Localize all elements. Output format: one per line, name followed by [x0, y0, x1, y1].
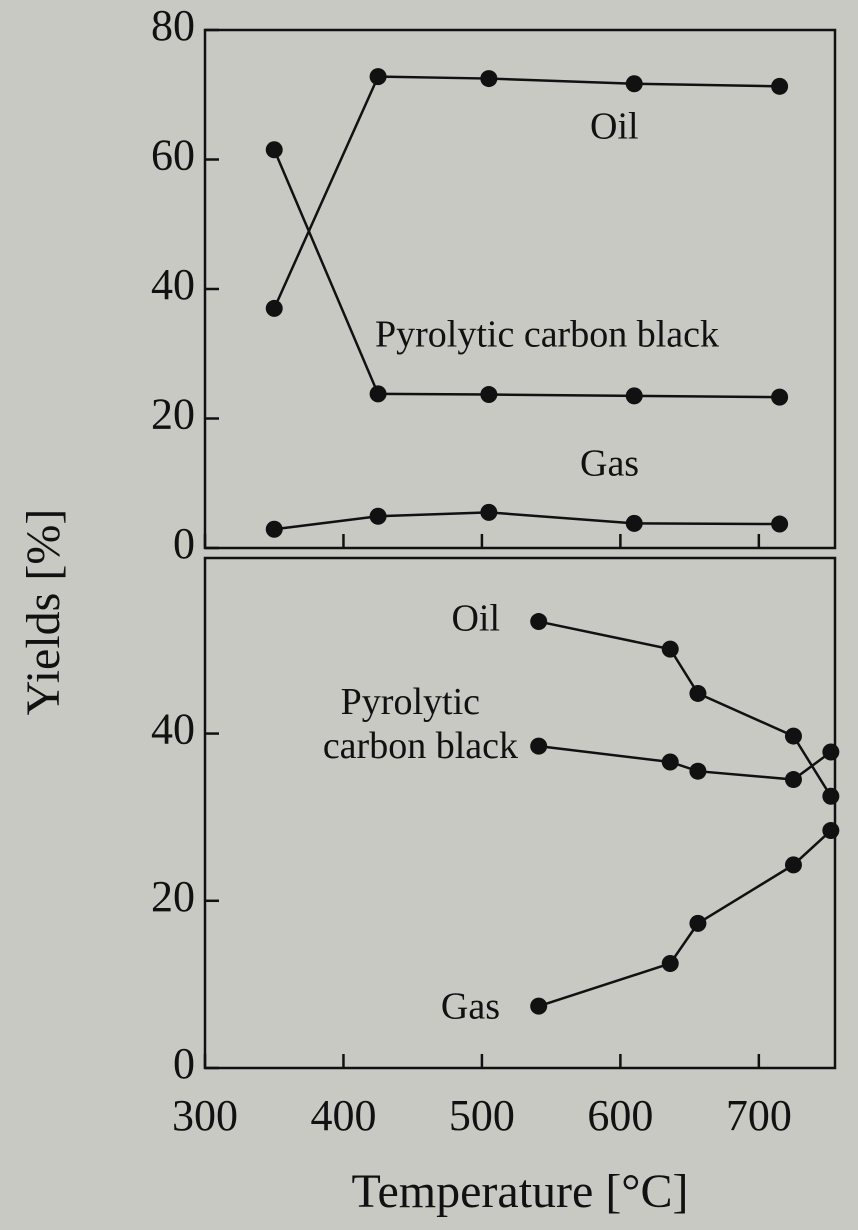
data-point: [689, 914, 707, 932]
data-point: [689, 762, 707, 780]
data-point: [369, 507, 387, 525]
data-point: [480, 386, 498, 404]
series-label: Gas: [580, 443, 639, 485]
y-tick-label: 20: [151, 390, 195, 439]
y-tick-label: 0: [173, 1039, 195, 1088]
data-point: [661, 954, 679, 972]
data-point: [625, 387, 643, 405]
data-point: [369, 68, 387, 86]
data-point: [784, 727, 802, 745]
x-tick-label: 600: [587, 1091, 653, 1140]
series-line: [538, 829, 832, 1008]
data-point: [530, 737, 548, 755]
top-panel-frame: [203, 28, 837, 550]
data-point: [265, 299, 283, 317]
data-point: [530, 997, 548, 1015]
data-point: [480, 503, 498, 521]
bottom-panel-frame: [203, 556, 837, 1070]
data-point: [625, 75, 643, 93]
series-label: Oil: [451, 598, 500, 640]
data-point: [661, 640, 679, 658]
y-tick-label: 60: [151, 131, 195, 180]
y-axis-label: Yields [%]: [17, 509, 70, 716]
x-tick-label: 300: [172, 1091, 238, 1140]
series-line: [538, 620, 832, 797]
series-label: Pyrolytic carbon black: [323, 681, 518, 767]
data-point: [625, 514, 643, 532]
series-label: Gas: [441, 986, 500, 1028]
data-point: [771, 515, 789, 533]
data-point: [784, 856, 802, 874]
y-tick-label: 0: [173, 519, 195, 568]
data-point: [784, 771, 802, 789]
data-point: [822, 743, 840, 761]
data-point: [530, 613, 548, 631]
series-label: Oil: [590, 106, 639, 148]
y-tick-label: 40: [151, 260, 195, 309]
series-line: [273, 75, 780, 309]
data-point: [822, 822, 840, 840]
series-label: Pyrolytic carbon black: [375, 314, 719, 356]
data-point: [771, 388, 789, 406]
data-point: [661, 753, 679, 771]
x-tick-label: 400: [310, 1091, 376, 1140]
data-point: [369, 385, 387, 403]
data-point: [265, 141, 283, 159]
data-point: [689, 684, 707, 702]
y-tick-label: 20: [151, 872, 195, 921]
series-line: [273, 149, 780, 399]
data-point: [265, 520, 283, 538]
y-tick-label: 40: [151, 705, 195, 754]
y-tick-label: 80: [151, 1, 195, 50]
data-point: [771, 77, 789, 95]
x-tick-label: 500: [449, 1091, 515, 1140]
x-axis-label: Temperature [°C]: [351, 1165, 688, 1218]
series-line: [274, 511, 780, 531]
x-tick-label: 700: [726, 1091, 792, 1140]
data-point: [480, 70, 498, 88]
data-point: [822, 787, 840, 805]
